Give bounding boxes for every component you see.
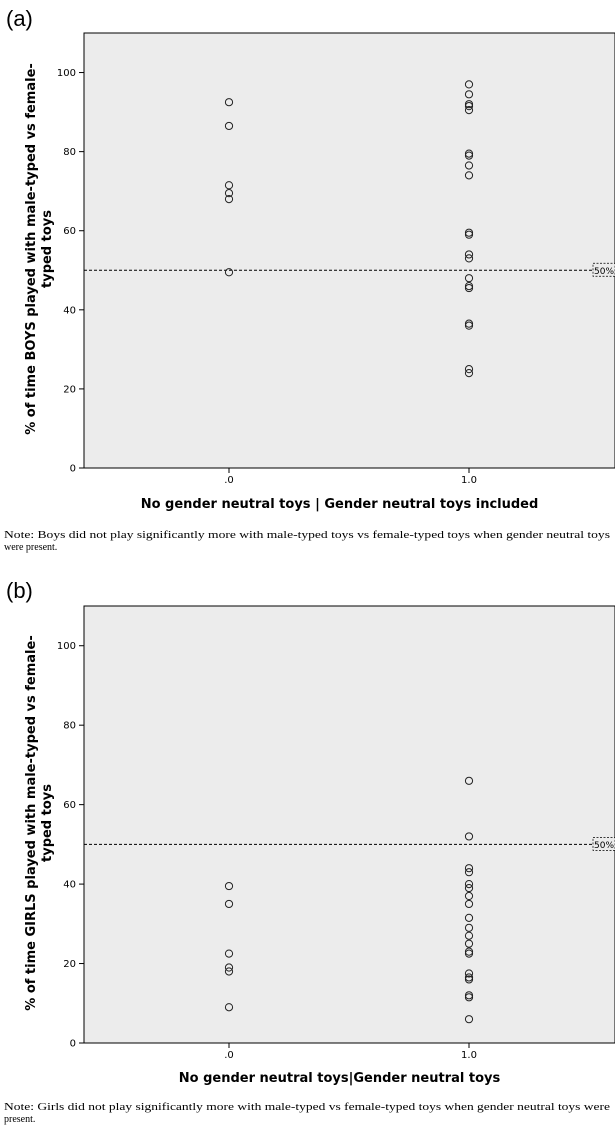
data-point xyxy=(464,321,474,330)
data-point xyxy=(464,947,474,956)
y-tick-label: 60 xyxy=(63,800,76,811)
chart-panel-b: (b) 0 20 40 60 80 100 .0 1.0 50% No gender neutral… xyxy=(4,578,615,1125)
data-point xyxy=(464,365,474,374)
data-point xyxy=(224,189,234,198)
data-point xyxy=(464,106,474,115)
y-tick-label: 0 xyxy=(70,1039,76,1050)
y-tick-label: 20 xyxy=(63,384,76,395)
data-point xyxy=(464,776,474,785)
data-point xyxy=(464,90,474,99)
y-tick-label: 0 xyxy=(70,464,76,475)
y-tick-label: 20 xyxy=(63,959,76,970)
data-point xyxy=(464,899,474,909)
data-point xyxy=(464,250,474,259)
data-point xyxy=(464,102,474,111)
y-tick-label: 80 xyxy=(63,147,76,158)
plot-area xyxy=(83,605,615,1044)
data-point xyxy=(464,1015,474,1024)
data-point xyxy=(464,883,474,893)
data-point xyxy=(224,98,234,107)
x-axis-title: No gender neutral toys | Gender neutral … xyxy=(141,497,539,512)
data-point xyxy=(464,151,474,160)
y-tick-label: 100 xyxy=(57,641,76,652)
panel-label: (b) xyxy=(6,578,33,603)
data-point xyxy=(464,281,474,291)
data-point xyxy=(464,368,474,378)
data-point xyxy=(464,864,474,873)
data-point xyxy=(464,973,474,982)
figure-note-line: Note: Girls did not play significantly m… xyxy=(4,1102,611,1113)
data-point xyxy=(224,963,234,972)
data-point xyxy=(464,161,474,170)
chart-panel-a: (a) 0 20 40 60 80 100 .0 1.0 50% No gender neutral… xyxy=(4,6,615,553)
x-tick-label: 1.0 xyxy=(461,1050,477,1061)
panel-label: (a) xyxy=(6,6,33,31)
data-point xyxy=(464,923,474,932)
y-axis-title-line: % of time GIRLS played with male-typed v… xyxy=(24,635,39,1010)
data-point xyxy=(224,949,234,958)
y-tick-label: 80 xyxy=(63,721,76,732)
data-point xyxy=(464,868,474,877)
data-point xyxy=(224,268,234,277)
data-point xyxy=(464,949,474,958)
data-point xyxy=(464,274,474,283)
y-axis-title-line: typed toys xyxy=(40,784,55,862)
data-point xyxy=(224,121,234,131)
data-point xyxy=(464,228,474,237)
data-point xyxy=(224,899,234,909)
data-point xyxy=(224,1003,234,1012)
data-point xyxy=(464,832,474,841)
plot-area xyxy=(83,32,615,469)
data-point xyxy=(464,80,474,89)
figure-note-line: present. xyxy=(4,1114,35,1125)
reference-line-label: 50% xyxy=(594,841,614,851)
data-point xyxy=(224,194,234,204)
x-tick-label: .0 xyxy=(224,475,234,486)
data-point xyxy=(464,891,474,901)
data-point xyxy=(464,969,474,978)
data-point xyxy=(464,149,474,158)
data-point xyxy=(464,879,474,889)
x-tick-label: 1.0 xyxy=(461,475,477,486)
data-point xyxy=(464,913,474,922)
data-point xyxy=(464,931,474,940)
y-axis-title-line: typed toys xyxy=(40,210,55,288)
x-axis-title: No gender neutral toys|Gender neutral to… xyxy=(179,1071,501,1086)
data-point xyxy=(224,881,234,891)
reference-line-label: 50% xyxy=(594,267,614,277)
data-point xyxy=(464,254,474,263)
data-point xyxy=(464,283,474,293)
y-tick-label: 100 xyxy=(57,68,76,79)
data-point xyxy=(464,991,474,1000)
reference-label-box xyxy=(592,262,615,277)
y-tick-label: 40 xyxy=(63,880,76,891)
figure-note-line: Note: Boys did not play significantly mo… xyxy=(4,530,610,541)
data-point xyxy=(224,181,234,190)
figure-note-line: were present. xyxy=(4,542,57,553)
reference-label-box xyxy=(592,837,615,851)
data-point xyxy=(464,100,474,109)
data-point xyxy=(464,171,474,180)
data-point xyxy=(464,939,474,948)
data-point xyxy=(464,319,474,328)
data-point xyxy=(464,975,474,984)
y-tick-label: 40 xyxy=(63,305,76,316)
data-point xyxy=(224,967,234,976)
data-point xyxy=(464,230,474,239)
x-tick-label: .0 xyxy=(224,1050,234,1061)
data-point xyxy=(464,993,474,1002)
y-tick-label: 60 xyxy=(63,226,76,237)
y-axis-title-line: % of time BOYS played with male-typed vs… xyxy=(24,63,39,435)
